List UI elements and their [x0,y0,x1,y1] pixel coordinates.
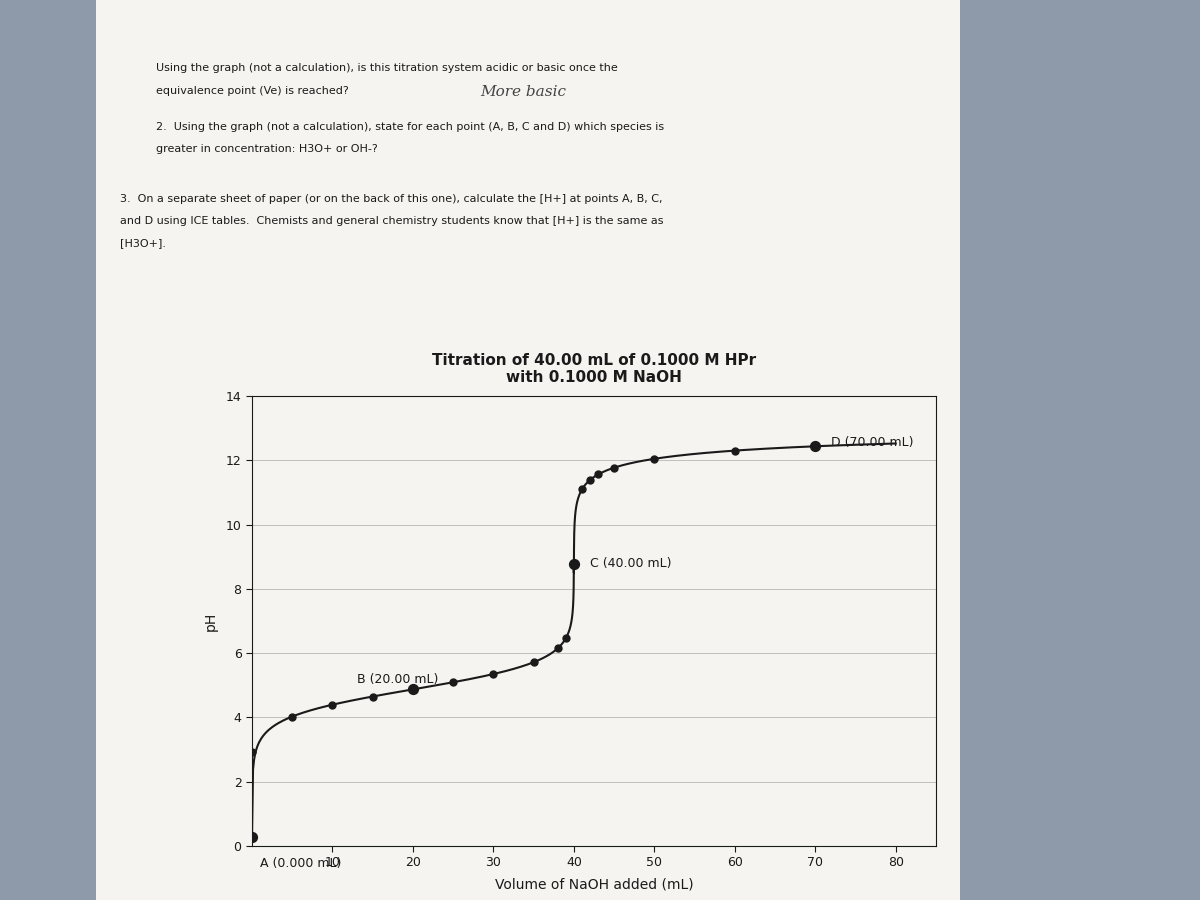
Text: A (0.000 mL): A (0.000 mL) [260,857,342,869]
Text: More basic: More basic [480,86,566,100]
Text: 2.  Using the graph (not a calculation), state for each point (A, B, C and D) wh: 2. Using the graph (not a calculation), … [156,122,664,131]
Point [283,709,302,724]
Point [588,467,607,482]
Point [403,682,422,697]
Point [364,689,383,704]
Text: [H3O+].: [H3O+]. [120,238,166,248]
Text: greater in concentration: H3O+ or OH-?: greater in concentration: H3O+ or OH-? [156,144,378,154]
Text: B (20.00 mL): B (20.00 mL) [356,673,438,686]
Text: 3.  On a separate sheet of paper (or on the back of this one), calculate the [H+: 3. On a separate sheet of paper (or on t… [120,194,662,203]
Point [403,682,422,697]
Point [557,631,576,645]
Point [564,556,583,571]
Y-axis label: pH: pH [203,611,217,631]
Point [805,439,824,454]
Point [572,482,592,497]
Point [644,452,664,466]
Point [548,641,568,655]
Title: Titration of 40.00 mL of 0.1000 M HPr
with 0.1000 M NaOH: Titration of 40.00 mL of 0.1000 M HPr wi… [432,353,756,385]
Text: C (40.00 mL): C (40.00 mL) [590,557,672,570]
Point [242,744,262,759]
Text: D (70.00 mL): D (70.00 mL) [832,436,914,449]
Point [323,698,342,712]
Point [484,667,503,681]
Point [524,655,544,670]
Point [564,556,583,571]
X-axis label: Volume of NaOH added (mL): Volume of NaOH added (mL) [494,878,694,892]
Point [581,472,600,487]
Point [444,675,463,689]
Point [725,444,744,458]
Point [805,439,824,454]
Point [242,830,262,844]
Point [605,461,624,475]
Text: equivalence point (Ve) is reached?: equivalence point (Ve) is reached? [156,86,349,95]
Text: and D using ICE tables.  Chemists and general chemistry students know that [H+] : and D using ICE tables. Chemists and gen… [120,216,664,226]
Text: Using the graph (not a calculation), is this titration system acidic or basic on: Using the graph (not a calculation), is … [156,63,618,73]
